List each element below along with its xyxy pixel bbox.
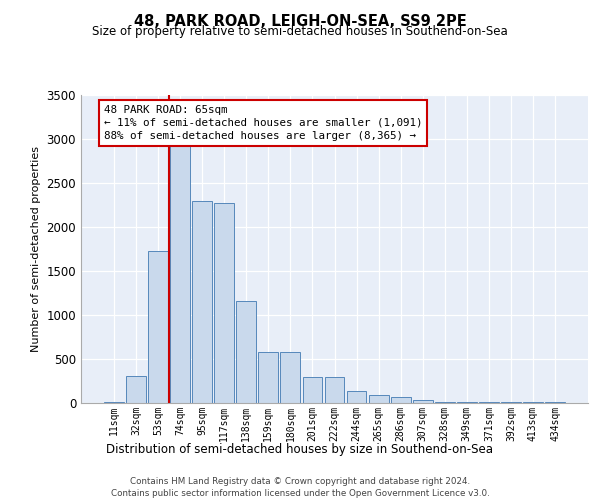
Bar <box>170 137 190 402</box>
Text: 48, PARK ROAD, LEIGH-ON-SEA, SS9 2PE: 48, PARK ROAD, LEIGH-ON-SEA, SS9 2PE <box>134 14 466 29</box>
Text: Contains HM Land Registry data © Crown copyright and database right 2024.: Contains HM Land Registry data © Crown c… <box>130 478 470 486</box>
Bar <box>236 302 256 402</box>
Bar <box>148 250 168 402</box>
Y-axis label: Number of semi-detached properties: Number of semi-detached properties <box>31 146 41 352</box>
Bar <box>391 397 410 402</box>
Bar <box>126 376 146 402</box>
Text: Contains public sector information licensed under the Open Government Licence v3: Contains public sector information licen… <box>110 489 490 498</box>
Bar <box>214 203 234 402</box>
Bar <box>347 391 367 402</box>
Text: Size of property relative to semi-detached houses in Southend-on-Sea: Size of property relative to semi-detach… <box>92 25 508 38</box>
Bar <box>325 377 344 402</box>
Bar <box>192 202 212 402</box>
Bar <box>413 400 433 402</box>
Text: Distribution of semi-detached houses by size in Southend-on-Sea: Distribution of semi-detached houses by … <box>107 442 493 456</box>
Bar <box>368 396 389 402</box>
Bar <box>280 352 301 403</box>
Text: 48 PARK ROAD: 65sqm
← 11% of semi-detached houses are smaller (1,091)
88% of sem: 48 PARK ROAD: 65sqm ← 11% of semi-detach… <box>104 104 422 141</box>
Bar <box>302 376 322 402</box>
Bar <box>259 352 278 403</box>
